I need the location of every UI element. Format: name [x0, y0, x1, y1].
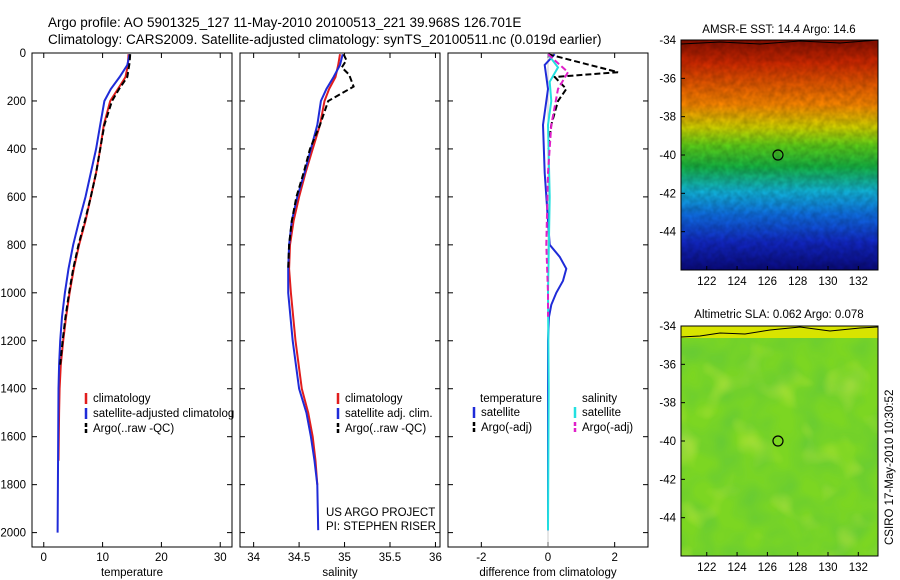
- sla-map-ytick-label: -38: [659, 398, 676, 410]
- sla-map-xtick-label: 124: [727, 562, 747, 574]
- sst-map-xtick-label: 122: [697, 276, 716, 288]
- temperature-xtick-label: 10: [96, 552, 109, 564]
- sst-map-xtick-label: 128: [788, 276, 807, 288]
- difference-legend-entry: Argo(-adj): [481, 422, 532, 434]
- difference-legend-header: salinity: [582, 393, 617, 405]
- header-line1: Argo profile: AO 5901325_127 11-May-2010…: [48, 15, 521, 30]
- salinity-series-argo-raw-qc-: [287, 53, 355, 269]
- sla-map-ytick-label: -42: [659, 474, 676, 486]
- temperature-xtick-label: 30: [214, 552, 227, 564]
- sla-map-xtick-label: 126: [758, 562, 777, 574]
- salinity-legend-entry: satellite adj. clim.: [345, 408, 433, 420]
- side-credit-label: CSIRO 17-May-2010 10:30:52: [884, 390, 896, 545]
- salinity-annotation: US ARGO PROJECT: [326, 507, 435, 519]
- temperature-xlabel: temperature: [101, 567, 163, 579]
- sla-land-strip: [681, 326, 878, 338]
- sst-map-ytick-label: -38: [659, 112, 676, 124]
- sst-coastline: [681, 40, 878, 45]
- sst-map-ytick-label: -42: [659, 188, 676, 200]
- salinity-xlabel: salinity: [322, 567, 357, 579]
- sst-grain: [681, 40, 878, 270]
- sla-map-ytick-label: -34: [659, 321, 676, 333]
- temperature-ytick-label: 2000: [0, 528, 26, 540]
- header-line2: Climatology: CARS2009. Satellite-adjuste…: [48, 32, 602, 47]
- sst-map-title: AMSR-E SST: 14.4 Argo: 14.6: [702, 24, 855, 36]
- temperature-series-climatology: [57, 54, 130, 461]
- difference-series-salinity-satellite: [546, 53, 560, 531]
- salinity-series-climatology: [288, 54, 341, 485]
- temperature-panel: 0 10 20 30 0 200 400 600 800 1000 1200 1400 1600 1800…: [0, 48, 234, 579]
- sst-map-ytick-label: -36: [659, 73, 676, 85]
- temperature-ytick-label: 1200: [0, 336, 26, 348]
- sst-map-ytick-label: -40: [659, 150, 676, 162]
- temperature-ytick-label: 0: [20, 48, 26, 60]
- sst-map-xtick-label: 130: [818, 276, 837, 288]
- sla-map-xtick-label: 132: [849, 562, 868, 574]
- difference-panel: -2 0 2 difference from climatology temperatu…: [447, 52, 649, 579]
- salinity-series-satellite-adj-clim-: [287, 53, 344, 531]
- difference-legend-header: temperature: [480, 393, 542, 405]
- salinity-legend-entry: climatology: [345, 393, 403, 405]
- sla-map-ytick-label: -40: [659, 436, 676, 448]
- salinity-panel: 34 34.5 35 35.5 36 salinity climatology satelli…: [239, 52, 442, 579]
- sla-map-ytick-label: -36: [659, 359, 676, 371]
- temperature-legend-entry: Argo(..raw -QC): [93, 423, 174, 435]
- sla-map-xtick-label: 130: [818, 562, 837, 574]
- sst-map-ytick-label: -44: [659, 227, 676, 239]
- sla-argo-location-marker: [772, 435, 784, 447]
- sla-map-xtick-label: 122: [697, 562, 716, 574]
- sla-map-xtick-label: 128: [788, 562, 807, 574]
- salinity-xtick-label: 35.5: [379, 552, 401, 564]
- temperature-ytick-label: 1000: [0, 288, 26, 300]
- temperature-ytick-label: 1600: [0, 432, 26, 444]
- salinity-axes-box: [239, 52, 441, 548]
- temperature-ytick-label: 600: [7, 192, 26, 204]
- sst-map-ytick-label: -34: [659, 35, 676, 47]
- difference-xlabel: difference from climatology: [479, 567, 616, 579]
- salinity-xtick-label: 35: [338, 552, 351, 564]
- temperature-series-satellite-adjusted-climatology: [56, 53, 131, 533]
- sst-map: AMSR-E SST: 14.4 Argo: 14.6 122 124 126 128…: [659, 24, 879, 288]
- temperature-series-argo-raw-qc-: [59, 54, 132, 365]
- temperature-ytick-label: 400: [7, 144, 26, 156]
- difference-xtick-label: 0: [545, 552, 551, 564]
- sst-map-xtick-label: 126: [758, 276, 777, 288]
- temperature-ytick-label: 1400: [0, 384, 26, 396]
- salinity-annotation: PI: STEPHEN RISER: [326, 521, 436, 533]
- temperature-legend-entry: climatology: [93, 393, 151, 405]
- temperature-legend-entry: satellite-adjusted climatolog: [93, 408, 234, 420]
- temperature-ytick-label: 200: [7, 96, 26, 108]
- sst-map-xtick-label: 124: [727, 276, 747, 288]
- temperature-axes-box: [31, 52, 233, 548]
- difference-legend-entry: satellite: [582, 407, 621, 419]
- difference-xtick-label: 2: [611, 552, 617, 564]
- sla-coastline: [681, 326, 878, 338]
- temperature-ytick-label: 1800: [0, 480, 26, 492]
- sla-map-ytick-label: -44: [659, 513, 676, 525]
- salinity-xtick-label: 34.5: [288, 552, 310, 564]
- sla-map: Altimetric SLA: 0.062 Argo: 0.078 122 124…: [659, 309, 879, 574]
- sst-argo-location-marker: [772, 149, 784, 161]
- temperature-xtick-label: 0: [41, 552, 47, 564]
- difference-xtick-label: -2: [476, 552, 486, 564]
- difference-series-salinity-argo-adj-: [545, 53, 570, 317]
- temperature-ytick-label: 800: [7, 240, 26, 252]
- sst-map-xtick-label: 132: [849, 276, 868, 288]
- sla-bright-blobs: [681, 326, 878, 556]
- salinity-xtick-label: 34: [247, 552, 260, 564]
- temperature-xtick-label: 20: [155, 552, 168, 564]
- difference-legend-entry: satellite: [481, 407, 520, 419]
- difference-legend-entry: Argo(-adj): [582, 422, 633, 434]
- salinity-legend-entry: Argo(..raw -QC): [345, 423, 426, 435]
- salinity-xtick-label: 36: [429, 552, 442, 564]
- sla-map-title: Altimetric SLA: 0.062 Argo: 0.078: [694, 309, 863, 321]
